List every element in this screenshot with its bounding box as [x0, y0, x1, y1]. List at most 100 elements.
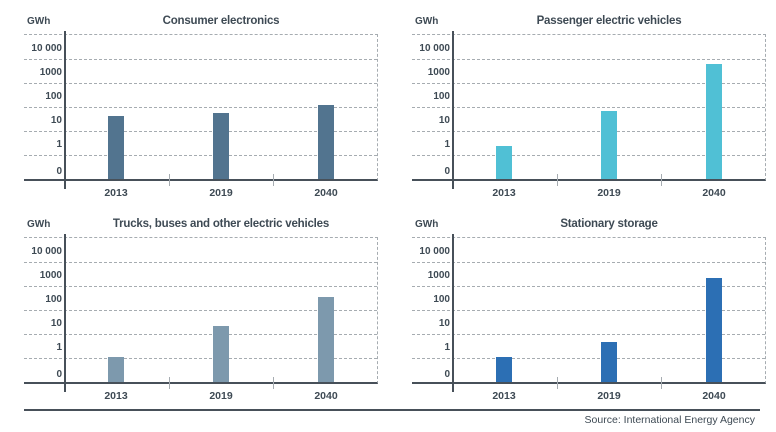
- chart-title: Consumer electronics: [162, 15, 280, 27]
- y-tick-label: 10 000: [31, 246, 62, 257]
- category-tick: [168, 174, 170, 186]
- y-tick-label: 1: [56, 139, 62, 150]
- category-tick: [556, 377, 558, 389]
- y-tick-label: 0: [56, 369, 62, 380]
- y-tick-label: 1: [444, 139, 450, 150]
- gridline: [24, 358, 377, 359]
- gridline: [24, 155, 377, 156]
- footer-divider: [24, 409, 760, 411]
- y-axis-unit: GWh: [415, 219, 439, 230]
- gridline: [412, 83, 765, 84]
- x-tick-label: 2040: [702, 187, 726, 199]
- bar-2040: [318, 105, 334, 179]
- x-tick-label: 2040: [314, 390, 338, 402]
- bar-2019: [601, 341, 617, 382]
- plot-area: [412, 237, 766, 389]
- chart-title: Trucks, buses and other electric vehicle…: [112, 218, 330, 230]
- chart-panel: GWh Passenger electric vehicles 10 000 10…: [388, 8, 776, 211]
- x-tick-label: 2019: [209, 187, 233, 199]
- y-axis-labels: 10 000 1000 100 10 1 0: [388, 211, 450, 414]
- plot-area: [24, 34, 378, 186]
- bar-2040: [318, 296, 334, 382]
- category-tick: [273, 174, 275, 186]
- gridline: [412, 358, 765, 359]
- gridline: [412, 262, 765, 263]
- gridline: [24, 310, 377, 311]
- category-tick: [661, 174, 663, 186]
- plot-area: [24, 237, 378, 389]
- x-tick-label: 2013: [104, 187, 128, 199]
- gridline: [24, 286, 377, 287]
- bar-2040: [706, 277, 722, 382]
- y-tick-label: 100: [433, 294, 450, 305]
- gridline: [412, 59, 765, 60]
- bar-2013: [108, 115, 124, 179]
- chart-panel: GWh Trucks, buses and other electric veh…: [0, 211, 388, 414]
- y-tick-label: 0: [444, 369, 450, 380]
- bar-2019: [213, 113, 229, 179]
- gridline: [412, 155, 765, 156]
- bar-2019: [213, 325, 229, 382]
- gridline: [24, 262, 377, 263]
- category-tick: [273, 377, 275, 389]
- x-tick-label: 2019: [597, 187, 621, 199]
- y-tick-label: 0: [56, 166, 62, 177]
- y-axis-unit: GWh: [415, 16, 439, 27]
- y-axis-unit: GWh: [27, 219, 51, 230]
- y-tick-label: 10: [50, 318, 62, 329]
- source-text: Source: International Energy Agency: [584, 414, 755, 426]
- x-axis-labels: 2013 2019 2040: [388, 211, 776, 414]
- gridline: [24, 59, 377, 60]
- x-tick-label: 2013: [104, 390, 128, 402]
- chart-title: Stationary storage: [560, 218, 658, 230]
- y-tick-label: 1000: [427, 67, 450, 78]
- y-tick-label: 10 000: [31, 43, 62, 54]
- gridline: [24, 83, 377, 84]
- chart-panel: GWh Consumer electronics 10 000 1000 100 10…: [0, 8, 388, 211]
- gridline: [412, 310, 765, 311]
- y-tick-label: 100: [45, 294, 62, 305]
- bar-2019: [601, 111, 617, 179]
- gridline: [412, 334, 765, 335]
- gridline: [24, 131, 377, 132]
- y-axis-line: [452, 234, 454, 392]
- y-axis-labels: 10 000 1000 100 10 1 0: [0, 8, 62, 211]
- x-axis-labels: 2013 2019 2040: [0, 8, 388, 211]
- bar-2013: [496, 145, 512, 179]
- y-tick-label: 10: [438, 318, 450, 329]
- x-tick-label: 2019: [597, 390, 621, 402]
- y-axis-line: [452, 31, 454, 189]
- gridline: [412, 131, 765, 132]
- gridline: [412, 286, 765, 287]
- bar-2040: [706, 64, 722, 179]
- y-tick-label: 1000: [39, 270, 62, 281]
- y-tick-label: 1: [56, 342, 62, 353]
- x-tick-label: 2019: [209, 390, 233, 402]
- y-tick-label: 1000: [39, 67, 62, 78]
- y-axis-line: [64, 234, 66, 392]
- x-tick-label: 2013: [492, 187, 516, 199]
- plot-area: [412, 34, 766, 186]
- y-tick-label: 1000: [427, 270, 450, 281]
- y-tick-label: 100: [433, 91, 450, 102]
- y-axis-line: [64, 31, 66, 189]
- y-axis-labels: 10 000 1000 100 10 1 0: [388, 8, 450, 211]
- y-tick-label: 10: [438, 115, 450, 126]
- x-axis-labels: 2013 2019 2040: [0, 211, 388, 414]
- x-tick-label: 2013: [492, 390, 516, 402]
- gridline: [412, 107, 765, 108]
- charts-grid: GWh Consumer electronics 10 000 1000 100 10…: [0, 8, 776, 414]
- y-tick-label: 0: [444, 166, 450, 177]
- category-tick: [556, 174, 558, 186]
- bar-2013: [496, 357, 512, 382]
- chart-title: Passenger electric vehicles: [536, 15, 682, 27]
- category-tick: [168, 377, 170, 389]
- chart-panel: GWh Stationary storage 10 000 1000 100 10 1 0…: [388, 211, 776, 414]
- gridline: [24, 107, 377, 108]
- y-tick-label: 1: [444, 342, 450, 353]
- x-tick-label: 2040: [702, 390, 726, 402]
- y-tick-label: 10 000: [419, 246, 450, 257]
- y-tick-label: 100: [45, 91, 62, 102]
- x-axis-labels: 2013 2019 2040: [388, 8, 776, 211]
- y-tick-label: 10 000: [419, 43, 450, 54]
